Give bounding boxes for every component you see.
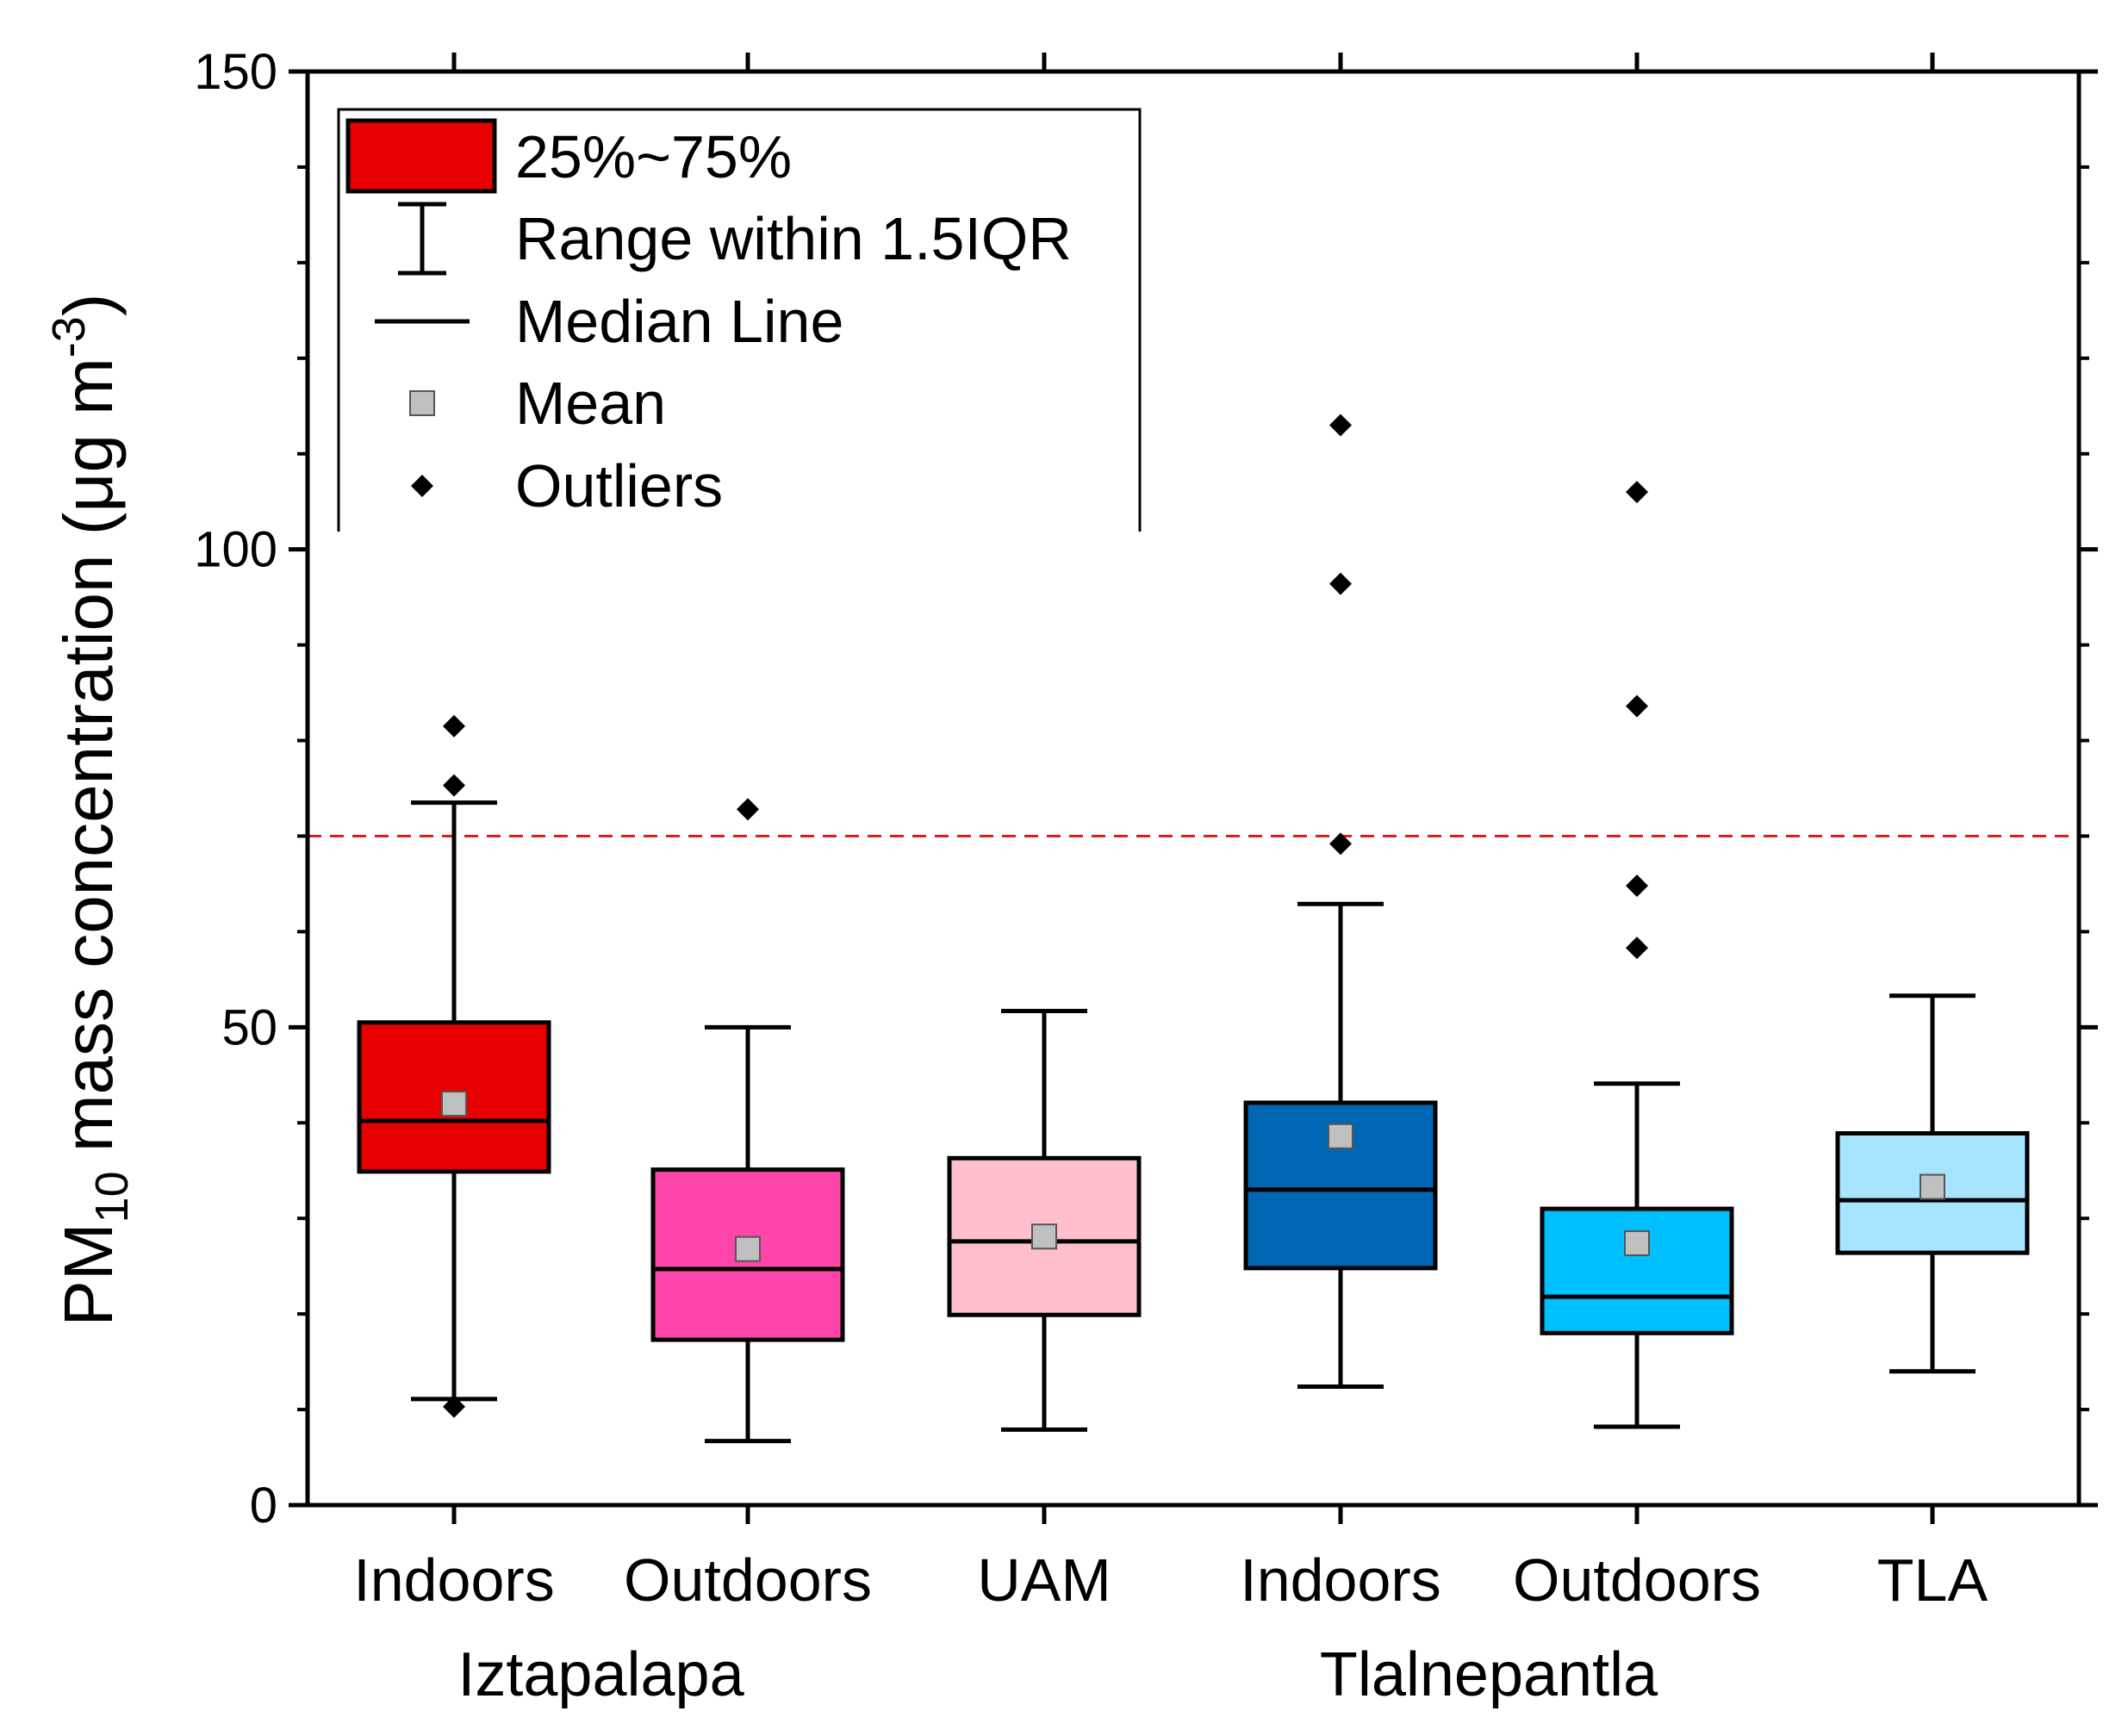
box-1	[357, 714, 551, 1418]
x-group-label: Iztapalapa	[457, 1640, 744, 1709]
legend-label: Median Line	[515, 288, 843, 355]
legend-item-mean: Mean	[409, 370, 666, 437]
plot-frame	[305, 69, 2081, 1508]
legend: 25%~75% Range within 1.5IQR Median Line Mea…	[337, 108, 1142, 532]
iqr-box	[1540, 1206, 1734, 1335]
x-category-label: TLA	[1877, 1546, 1988, 1614]
x-category-label: UAM	[977, 1546, 1111, 1614]
y-axis-title: PM10 mass concentration (μg m-3)	[43, 294, 138, 1327]
legend-label: Outliers	[515, 452, 723, 520]
legend-label: Range within 1.5IQR	[515, 205, 1072, 272]
legend-label: 25%~75%	[515, 123, 792, 190]
outlier-point	[1329, 832, 1352, 856]
outlier-point	[1329, 414, 1352, 437]
y-tick-label: 50	[221, 999, 277, 1055]
x-category-label: Outdoors	[1513, 1546, 1761, 1614]
x-group-label: Tlalnepantla	[1320, 1640, 1658, 1709]
outlier-point	[1626, 694, 1648, 718]
legend-item-box: 25%~75%	[345, 118, 792, 194]
x-category-label: Indoors	[353, 1546, 554, 1614]
box-3	[947, 1008, 1142, 1432]
outlier-point	[443, 714, 465, 737]
outlier-point	[443, 1395, 465, 1418]
legend-item-median: Median Line	[375, 288, 843, 355]
y-tick-label: 150	[194, 44, 277, 100]
box-2	[650, 798, 845, 1444]
outlier-point	[1329, 572, 1352, 595]
mean-marker	[1328, 1123, 1353, 1149]
y-tick-label: 0	[250, 1478, 277, 1534]
legend-outlier-icon	[411, 475, 433, 497]
legend-mean-icon	[409, 390, 435, 416]
mean-marker	[1031, 1223, 1057, 1250]
outlier-point	[1626, 936, 1648, 960]
legend-label: Mean	[515, 370, 666, 437]
x-category-label: Indoors	[1240, 1546, 1440, 1614]
axes-layer: 0 50 100 150 Indoors Outdoors UAM Indoors Outdoo…	[194, 44, 2098, 1709]
mean-marker	[1920, 1173, 1945, 1200]
outlier-point	[1626, 874, 1648, 898]
mean-marker	[1624, 1230, 1650, 1257]
y-tick-label: 100	[194, 522, 277, 578]
x-category-label: Outdoors	[624, 1546, 872, 1614]
mean-marker	[735, 1235, 761, 1262]
outlier-point	[443, 774, 465, 797]
outlier-point	[1626, 481, 1648, 504]
outlier-point	[737, 798, 759, 821]
box-5	[1540, 481, 1734, 1429]
legend-frame	[337, 108, 1142, 532]
legend-item-outlier: Outliers	[411, 452, 723, 520]
box-6	[1835, 993, 2030, 1374]
mean-marker	[441, 1091, 467, 1117]
box-4	[1243, 414, 1438, 1389]
legend-item-range: Range within 1.5IQR	[398, 202, 1072, 276]
legend-box-swatch	[345, 118, 497, 194]
boxes-layer	[357, 414, 2030, 1444]
